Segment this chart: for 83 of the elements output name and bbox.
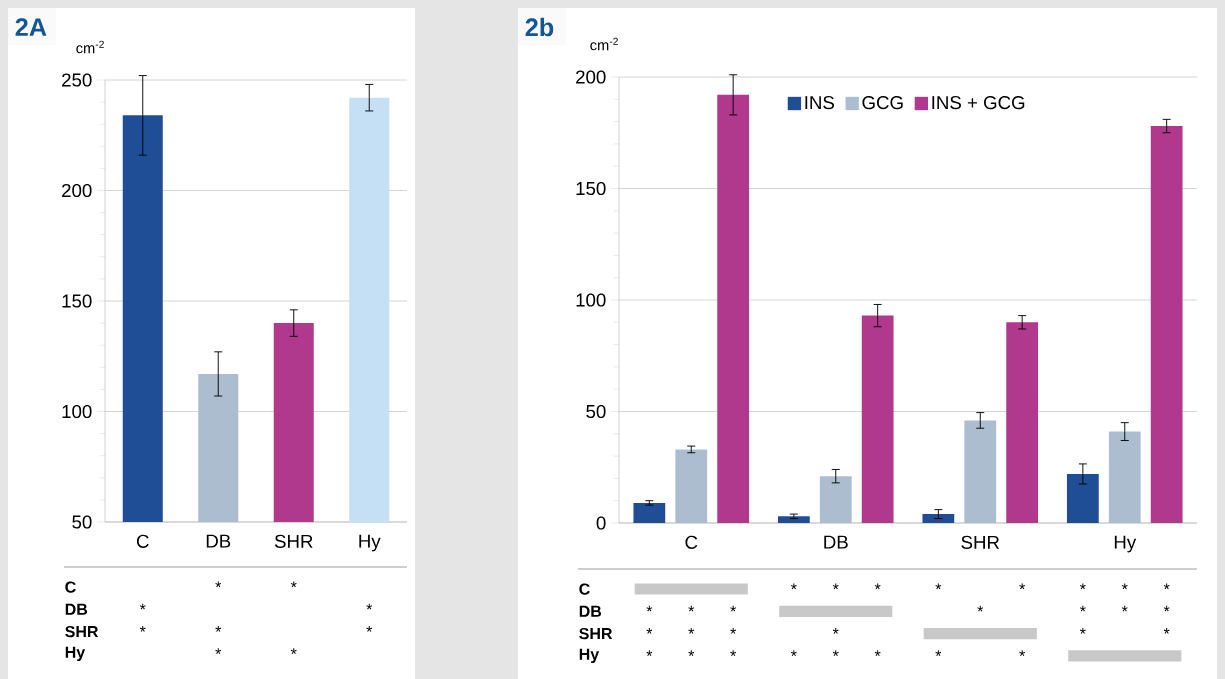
y-tick-label: 150 (62, 294, 92, 308)
text: * (730, 605, 737, 612)
text: * (1121, 605, 1128, 612)
text: * (730, 628, 737, 634)
text: * (646, 628, 653, 634)
text: * (730, 650, 737, 656)
text: * (790, 583, 797, 590)
text: * (688, 628, 695, 634)
text: * (215, 626, 222, 632)
legend-label: INS (805, 95, 834, 110)
text: * (290, 581, 297, 588)
text: * (1079, 628, 1086, 634)
text: * (1163, 605, 1170, 612)
category-label: C (579, 583, 590, 595)
text: * (688, 605, 695, 612)
text: * (1163, 583, 1170, 590)
y-axis-title: cm$^{-2}$ (76, 40, 104, 54)
x-tick-label: SHR (961, 535, 1000, 549)
category-label: DB (579, 605, 602, 617)
bar (964, 420, 997, 523)
text: * (1163, 628, 1170, 634)
bar (777, 516, 810, 523)
text: * (139, 603, 146, 610)
y-tick-label: 0 (596, 516, 606, 530)
text: * (935, 650, 942, 656)
y-tick-label: 50 (586, 404, 606, 419)
bar (819, 476, 852, 523)
bar (675, 449, 708, 523)
category-label: Hy (579, 648, 600, 664)
text: * (290, 648, 297, 654)
text: * (874, 650, 881, 656)
x-tick-label: SHR (274, 534, 313, 548)
x-tick-label: C (136, 534, 149, 548)
legend-label: INS + GCG (932, 95, 1025, 110)
bar (1066, 473, 1099, 523)
y-tick-label: 100 (576, 293, 606, 307)
text: * (1121, 583, 1128, 590)
y-tick-label: 50 (72, 515, 92, 529)
text: * (1079, 605, 1086, 612)
text: * (977, 605, 984, 612)
y-tick-label: 200 (62, 183, 92, 198)
text: * (832, 650, 839, 656)
text: * (832, 583, 839, 590)
chart-title: 2A (15, 18, 47, 36)
text: * (366, 603, 373, 610)
x-tick-label: Hy (359, 534, 381, 552)
bar (1108, 431, 1141, 523)
category-label: DB (65, 603, 88, 615)
category-label: C (65, 581, 76, 593)
text: * (646, 605, 653, 612)
x-tick-label: DB (206, 534, 231, 548)
bar (922, 514, 955, 523)
bar (1150, 126, 1183, 523)
y-tick-label: 100 (62, 404, 92, 419)
y-tick-label: 200 (576, 70, 606, 84)
x-tick-label: DB (824, 535, 848, 549)
text: * (646, 650, 653, 656)
bar (1006, 322, 1039, 523)
text: * (874, 583, 881, 590)
bar (633, 502, 666, 523)
y-axis-title: cm$^{-2}$ (590, 37, 618, 51)
text: * (215, 648, 222, 654)
x-tick-label: Hy (1114, 535, 1137, 553)
text: * (366, 626, 373, 632)
text: * (1019, 650, 1026, 656)
text: * (1079, 583, 1086, 590)
category-label: SHR (65, 625, 99, 638)
legend-label: GCG (862, 95, 903, 110)
text: * (1019, 583, 1026, 590)
text: * (935, 583, 942, 590)
bar (861, 315, 894, 523)
chart-title: 2b (525, 17, 554, 37)
category-label: Hy (65, 646, 86, 662)
bar (717, 94, 750, 523)
text: * (832, 628, 839, 634)
text: * (139, 626, 146, 632)
text: * (790, 650, 797, 656)
category-label: SHR (579, 627, 613, 640)
text: * (688, 650, 695, 656)
y-tick-label: 150 (576, 181, 606, 196)
y-tick-label: 250 (62, 73, 92, 87)
text: * (215, 581, 222, 588)
x-tick-label: C (685, 535, 698, 549)
